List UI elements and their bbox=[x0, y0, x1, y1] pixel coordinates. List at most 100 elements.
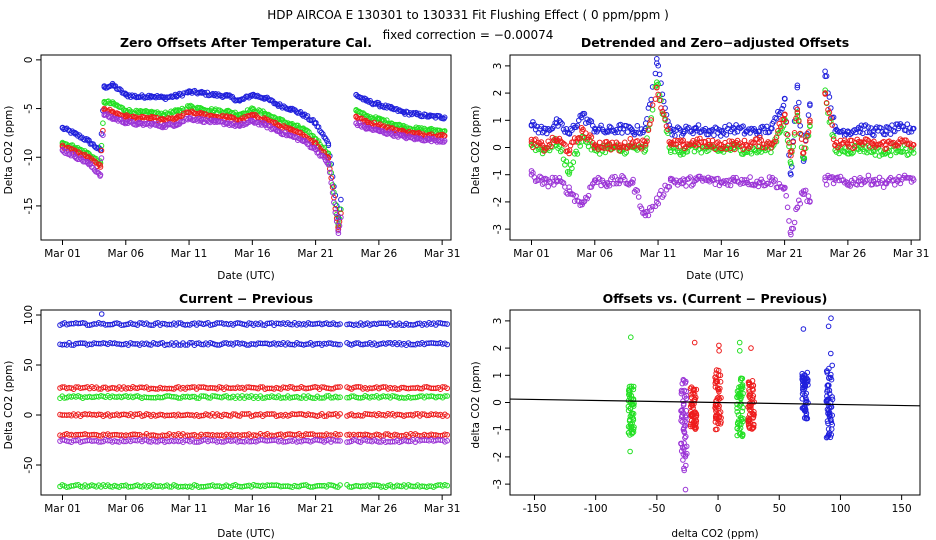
cluster-point bbox=[750, 411, 757, 418]
point-red bbox=[605, 145, 611, 152]
point-purple bbox=[892, 182, 898, 188]
point-purple bbox=[750, 181, 756, 188]
x-tick-label: Mar 06 bbox=[577, 248, 614, 260]
point-purple bbox=[634, 187, 641, 194]
point-purple bbox=[857, 177, 864, 183]
point-purple bbox=[401, 134, 408, 140]
point-blue bbox=[662, 105, 668, 111]
point-blue bbox=[779, 105, 785, 112]
point-purple bbox=[630, 176, 636, 183]
point-purple bbox=[101, 111, 108, 118]
point-blue bbox=[148, 93, 154, 99]
point-red bbox=[759, 144, 766, 151]
point-blue bbox=[718, 133, 724, 139]
point-purple bbox=[784, 204, 791, 211]
point-blue bbox=[414, 111, 420, 118]
cluster-point bbox=[630, 426, 637, 433]
x-axis-label: Date (UTC) bbox=[686, 270, 743, 282]
point-blue bbox=[592, 125, 598, 132]
point-blue bbox=[794, 84, 801, 91]
point-purple bbox=[160, 123, 167, 129]
cluster-point bbox=[681, 465, 687, 472]
cluster-point bbox=[750, 424, 757, 431]
point-red bbox=[800, 150, 807, 156]
point-purple bbox=[325, 160, 332, 166]
point-red bbox=[579, 128, 585, 134]
point-red bbox=[832, 142, 839, 148]
point-blue bbox=[740, 123, 746, 129]
point-red bbox=[731, 142, 737, 148]
cluster-point bbox=[691, 422, 697, 428]
x-tick-label: Mar 31 bbox=[893, 248, 930, 260]
point-red bbox=[743, 142, 750, 148]
y-tick-label: 100 bbox=[23, 305, 35, 325]
x-tick-label: 150 bbox=[892, 503, 912, 515]
point-red bbox=[756, 139, 763, 145]
cluster-point bbox=[689, 411, 696, 418]
point-red bbox=[257, 384, 264, 390]
point-red bbox=[775, 128, 781, 134]
y-axis-label: delta CO2 (ppm) bbox=[470, 361, 482, 448]
cluster-point bbox=[625, 430, 632, 436]
point-blue bbox=[207, 340, 214, 346]
point-red bbox=[556, 135, 563, 142]
x-tick-label: Mar 31 bbox=[424, 248, 461, 260]
cluster-point bbox=[628, 334, 634, 341]
point-blue bbox=[262, 95, 268, 101]
y-tick-label: -3 bbox=[492, 479, 504, 489]
x-tick-label: Mar 01 bbox=[44, 248, 81, 260]
point-blue bbox=[887, 131, 894, 137]
cluster-point bbox=[825, 382, 831, 388]
point-red bbox=[538, 139, 545, 145]
point-blue bbox=[85, 137, 91, 144]
point-blue bbox=[186, 89, 192, 95]
point-red bbox=[330, 411, 337, 418]
cluster-point bbox=[802, 376, 809, 382]
point-blue bbox=[748, 125, 755, 132]
point-red bbox=[545, 138, 552, 145]
point-green bbox=[574, 151, 581, 157]
point-red bbox=[829, 122, 836, 128]
point-red bbox=[802, 138, 809, 144]
point-purple bbox=[596, 176, 603, 182]
point-red bbox=[667, 142, 674, 148]
point-red bbox=[560, 140, 567, 147]
point-blue bbox=[442, 320, 448, 327]
point-purple bbox=[331, 199, 337, 206]
point-red bbox=[337, 384, 343, 390]
point-blue bbox=[832, 128, 839, 134]
point-red bbox=[711, 143, 717, 149]
point-purple bbox=[642, 212, 649, 219]
point-purple bbox=[756, 180, 763, 186]
data-points bbox=[57, 311, 451, 491]
point-red bbox=[726, 138, 733, 144]
x-tick-label: Mar 26 bbox=[361, 503, 398, 515]
cluster-point bbox=[682, 452, 689, 458]
cluster-point bbox=[800, 326, 807, 332]
cluster-point bbox=[712, 419, 719, 425]
point-purple bbox=[592, 177, 598, 183]
point-green bbox=[562, 162, 568, 168]
point-purple bbox=[98, 155, 105, 161]
cluster-point bbox=[736, 339, 743, 346]
point-purple bbox=[693, 177, 699, 183]
point-blue bbox=[59, 125, 66, 131]
point-red bbox=[274, 122, 281, 128]
y-tick-label: 0 bbox=[492, 144, 504, 151]
x-tick-label: -150 bbox=[523, 503, 547, 515]
point-red bbox=[871, 138, 877, 145]
point-blue bbox=[557, 119, 564, 125]
panel-title: Current − Previous bbox=[179, 291, 313, 306]
point-purple bbox=[287, 133, 294, 139]
cluster-point bbox=[679, 412, 686, 419]
y-tick-label: -50 bbox=[23, 456, 35, 473]
point-red bbox=[883, 145, 890, 152]
point-red bbox=[740, 146, 746, 152]
point-green bbox=[768, 149, 774, 156]
point-purple bbox=[100, 132, 106, 138]
point-red bbox=[573, 139, 579, 145]
point-green bbox=[673, 144, 680, 151]
cluster-point bbox=[802, 407, 809, 414]
point-green bbox=[310, 395, 316, 401]
